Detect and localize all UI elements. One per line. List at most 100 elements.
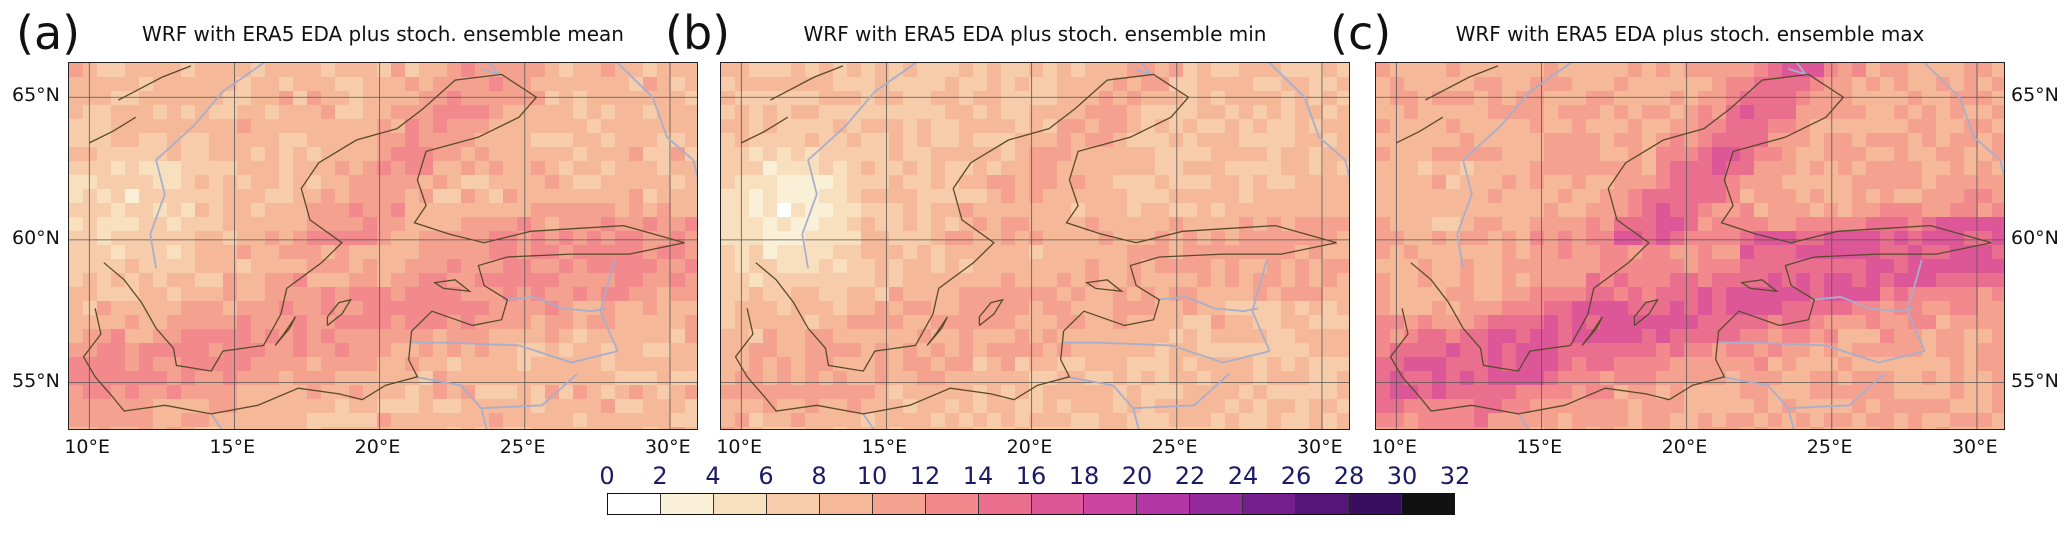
heatmap-cell: [1323, 91, 1338, 106]
heatmap-cell: [643, 175, 658, 190]
heatmap-cell: [833, 259, 848, 274]
heatmap-cell: [1628, 91, 1643, 106]
heatmap-cell: [1936, 91, 1951, 106]
heatmap-cell: [1015, 147, 1030, 162]
heatmap-cell: [377, 273, 392, 288]
heatmap-cell: [1698, 105, 1713, 120]
heatmap-cell: [819, 413, 834, 428]
heatmap-cell: [1698, 119, 1713, 134]
heatmap-cell: [1309, 329, 1324, 344]
heatmap-cell: [1295, 315, 1310, 330]
heatmap-cell: [447, 147, 462, 162]
heatmap-cell: [1950, 77, 1965, 92]
heatmap-cell: [791, 119, 806, 134]
heatmap-cell: [139, 343, 154, 358]
heatmap-cell: [1460, 301, 1475, 316]
heatmap-cell: [1323, 175, 1338, 190]
heatmap-cell: [1043, 315, 1058, 330]
heatmap-cell: [1239, 217, 1254, 232]
heatmap-cell: [419, 147, 434, 162]
heatmap-cell: [1113, 273, 1128, 288]
heatmap-cell: [847, 399, 862, 414]
heatmap-cell: [1155, 245, 1170, 260]
panel-label-c: (c): [1330, 6, 1392, 60]
heatmap-cell: [1183, 357, 1198, 372]
heatmap-cell: [1309, 427, 1324, 429]
heatmap-cell: [1057, 63, 1072, 78]
heatmap-cell: [1544, 77, 1559, 92]
heatmap-cell: [1754, 91, 1769, 106]
heatmap-cell: [1894, 231, 1909, 246]
heatmap-cell: [1544, 91, 1559, 106]
heatmap-cell: [321, 273, 336, 288]
heatmap-cell: [1852, 105, 1867, 120]
heatmap-cell: [265, 371, 280, 386]
heatmap-cell: [735, 231, 750, 246]
heatmap-cell: [1516, 77, 1531, 92]
heatmap-cell: [1698, 147, 1713, 162]
heatmap-cell: [335, 119, 350, 134]
heatmap-cell: [1628, 161, 1643, 176]
heatmap-cell: [1071, 147, 1086, 162]
heatmap-cell: [1418, 63, 1433, 78]
heatmap-cell: [1572, 385, 1587, 400]
heatmap-cell: [419, 63, 434, 78]
heatmap-cell: [721, 147, 736, 162]
heatmap-cell: [1295, 217, 1310, 232]
heatmap-cell: [1642, 413, 1657, 428]
country-border: [480, 407, 488, 429]
heatmap-cell: [1295, 77, 1310, 92]
heatmap-cell: [1446, 91, 1461, 106]
heatmap-cell: [643, 315, 658, 330]
heatmap-cell: [671, 315, 686, 330]
heatmap-cell: [433, 399, 448, 414]
heatmap-cell: [209, 189, 224, 204]
heatmap-cell: [1516, 63, 1531, 78]
heatmap-cell: [69, 399, 84, 414]
heatmap-cell: [1071, 315, 1086, 330]
heatmap-cell: [1043, 329, 1058, 344]
heatmap-cell: [1670, 231, 1685, 246]
heatmap-cell: [1323, 77, 1338, 92]
heatmap-cell: [1950, 175, 1965, 190]
country-border: [1787, 407, 1795, 429]
heatmap-cell: [671, 329, 686, 344]
heatmap-cell: [657, 287, 672, 302]
heatmap-cell: [209, 427, 224, 429]
heatmap-cell: [293, 91, 308, 106]
heatmap-cell: [237, 63, 252, 78]
heatmap-cell: [1992, 259, 2004, 274]
colorbar-tick-label: 26: [1280, 462, 1312, 490]
heatmap-cell: [1670, 357, 1685, 372]
heatmap-cell: [1099, 329, 1114, 344]
heatmap-cell: [69, 119, 84, 134]
heatmap-cell: [1656, 343, 1671, 358]
heatmap-cell: [363, 63, 378, 78]
heatmap-cell: [279, 77, 294, 92]
heatmap-cell: [293, 343, 308, 358]
heatmap-cell: [209, 133, 224, 148]
heatmap-cell: [1197, 371, 1212, 386]
heatmap-cell: [875, 119, 890, 134]
heatmap-cell: [889, 203, 904, 218]
heatmap-cell: [1684, 203, 1699, 218]
heatmap-cell: [1015, 77, 1030, 92]
heatmap-cell: [749, 105, 764, 120]
heatmap-cell: [1390, 343, 1405, 358]
heatmap-cell: [1460, 147, 1475, 162]
heatmap-cell: [111, 63, 126, 78]
heatmap-cell: [1558, 399, 1573, 414]
heatmap-cell: [517, 287, 532, 302]
heatmap-cell: [1295, 175, 1310, 190]
heatmap-cell: [1922, 231, 1937, 246]
heatmap-cell: [1376, 273, 1391, 288]
heatmap-cell: [1141, 189, 1156, 204]
heatmap-cell: [167, 315, 182, 330]
heatmap-cell: [293, 315, 308, 330]
heatmap-cell: [97, 63, 112, 78]
heatmap-cell: [433, 231, 448, 246]
heatmap-cell: [1337, 273, 1349, 288]
heatmap-cell: [1267, 203, 1282, 218]
heatmap-cell: [601, 399, 616, 414]
heatmap-cell: [1614, 371, 1629, 386]
